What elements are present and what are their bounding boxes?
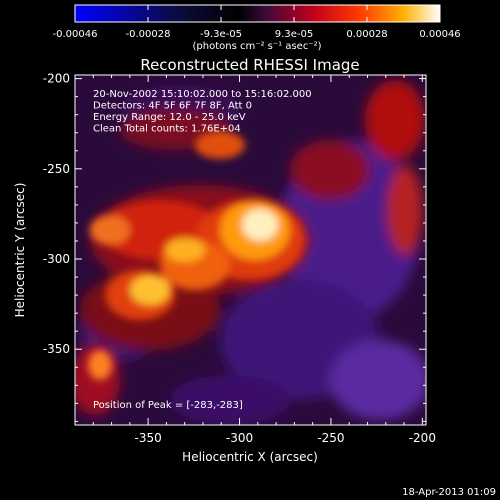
x-tick-label: -250: [317, 431, 344, 445]
colorbar-tick-label: 0.00028: [346, 29, 387, 40]
colorbar-gradient: [74, 4, 441, 23]
y-tick-label: -300: [43, 252, 70, 266]
colorbar-ticks: -0.00046 -0.00028 -9.3e-05 9.3e-05 0.00028 0.…: [53, 5, 461, 40]
colorbar-tick-label: -9.3e-05: [200, 29, 242, 40]
colorbar-tick-label: -0.00046: [53, 29, 98, 40]
y-axis-label: Heliocentric Y (arcsec): [13, 183, 27, 318]
info-line: Detectors: 4F 5F 6F 7F 8F, Att 0: [93, 101, 252, 112]
rhessi-image: [75, 75, 426, 425]
colorbar-tick-label: -0.00028: [126, 29, 171, 40]
x-tick-label: -200: [409, 431, 436, 445]
y-tick-label: -350: [43, 342, 70, 356]
x-axis: -350 -300 -250 -200: [74, 75, 436, 445]
colorbar: -0.00046 -0.00028 -9.3e-05 9.3e-05 0.00028 0.…: [53, 4, 461, 52]
info-lines: 20-Nov-2002 15:10:02.000 to 15:16:02.000…: [93, 89, 312, 135]
y-tick-label: -250: [43, 162, 70, 176]
x-tick-label: -350: [135, 431, 162, 445]
info-line: Energy Range: 12.0 - 25.0 keV: [93, 112, 246, 123]
peak-position-text: Position of Peak = [-283,-283]: [93, 400, 243, 411]
colorbar-tick-label: 9.3e-05: [275, 29, 313, 40]
timestamp: 18-Apr-2013 01:09: [402, 487, 496, 498]
info-line: 20-Nov-2002 15:10:02.000 to 15:16:02.000: [93, 89, 312, 100]
info-line: Clean Total counts: 1.76E+04: [93, 124, 241, 135]
colorbar-tick-label: 0.00046: [419, 29, 460, 40]
y-axis: -200 -250 -300 -350: [43, 72, 426, 422]
colorbar-unit-label: (photons cm⁻² s⁻¹ asec⁻²): [192, 41, 321, 52]
plot-frame: [74, 74, 427, 426]
y-tick-label: -200: [43, 72, 70, 86]
x-tick-label: -300: [226, 431, 253, 445]
plot-title: Reconstructed RHESSI Image: [140, 56, 359, 74]
x-axis-label: Heliocentric X (arcsec): [182, 450, 318, 464]
